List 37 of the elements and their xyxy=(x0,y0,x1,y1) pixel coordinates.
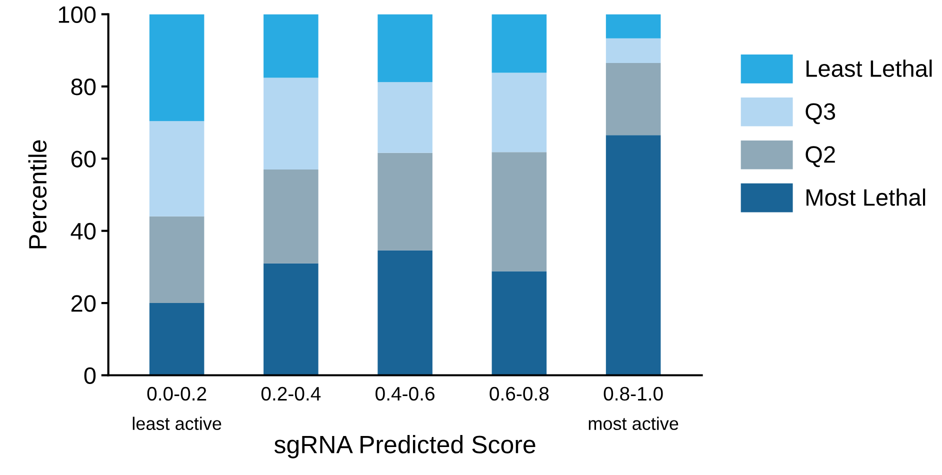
bar xyxy=(606,135,661,376)
bar xyxy=(149,216,204,304)
y-tick-label: 80 xyxy=(71,78,96,96)
bar xyxy=(378,152,432,250)
category-label: 0.8-1.0 most active xyxy=(588,386,678,430)
bar xyxy=(378,250,432,376)
bar xyxy=(492,72,547,152)
bar xyxy=(149,303,204,376)
x-tick-label: 0.2-0.4 xyxy=(261,386,321,401)
legend-label: Q2 xyxy=(806,146,835,168)
bar xyxy=(378,14,432,82)
bar xyxy=(264,14,318,78)
bar xyxy=(264,78,318,170)
y-tick-label: 0 xyxy=(84,367,96,384)
bar xyxy=(492,271,547,376)
x-tick-label: 0.4-0.6 xyxy=(376,386,434,401)
bar xyxy=(606,62,661,136)
y-axis-title: Percentile xyxy=(28,140,47,248)
bar xyxy=(492,152,547,272)
legend-label: Least Lethal xyxy=(806,60,932,77)
bar xyxy=(149,121,204,216)
bar xyxy=(264,169,318,264)
bar xyxy=(149,14,204,122)
legend-label: Q3 xyxy=(806,103,836,124)
y-tick-label: 40 xyxy=(70,222,96,240)
y-tick-label: 60 xyxy=(71,150,96,168)
y-tick-label: 20 xyxy=(71,295,96,312)
x-tick-label: 0.6-0.8 xyxy=(490,386,549,401)
bar xyxy=(378,82,432,153)
category-label: 0.0-0.2 least active xyxy=(132,386,222,430)
bar xyxy=(606,38,661,63)
x-axis-title: sgRNA Predicted Score xyxy=(274,435,536,458)
bar xyxy=(606,14,661,38)
legend-label: Most Lethal xyxy=(806,188,926,206)
bar xyxy=(264,263,318,376)
y-tick-label: 100 xyxy=(58,6,96,24)
bar xyxy=(492,14,547,73)
